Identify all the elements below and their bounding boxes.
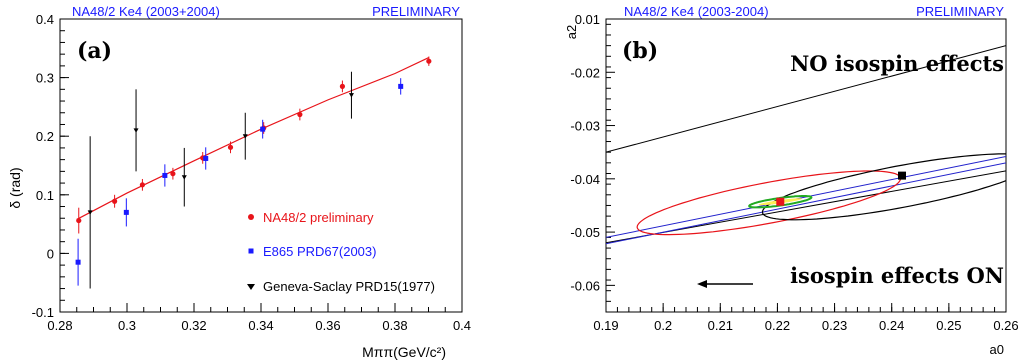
data-point-e865 xyxy=(203,155,209,161)
annotation-isospin-on: isospin effects ON xyxy=(790,263,1004,288)
y-tick-label: -0.02 xyxy=(570,65,600,80)
y-tick-label: 0.01 xyxy=(575,12,600,27)
panel-a-xlabel: Mππ(GeV/c²) xyxy=(362,344,446,360)
x-tick-label: 0.36 xyxy=(315,318,340,333)
y-tick-label: -0.03 xyxy=(570,119,600,134)
x-tick-label: 0.32 xyxy=(181,318,206,333)
panel-b-header-right: PRELIMINARY xyxy=(916,4,1004,19)
constraint-line-black-upper xyxy=(606,45,1006,153)
data-point-na48 xyxy=(339,83,346,89)
arrow-head xyxy=(697,280,707,288)
x-tick-label: 0.26 xyxy=(993,318,1018,333)
data-point-geneva xyxy=(87,210,93,215)
data-point-e865 xyxy=(260,126,266,132)
panel-b-plot-area xyxy=(606,45,1006,245)
x-tick-label: 0.38 xyxy=(382,318,407,333)
panel-b-ylabel: a2 xyxy=(564,25,579,39)
panel-a: NA48/2 Ke4 (2003+2004) PRELIMINARY (a) M… xyxy=(7,4,471,360)
data-point-e865 xyxy=(75,259,81,265)
panel-a-yticks: -0.1 0 0.1 0.2 0.3 0.4 xyxy=(32,12,69,320)
y-tick-label: 0.4 xyxy=(36,12,54,27)
legend-label-e865: E865 PRD67(2003) xyxy=(263,244,376,259)
data-point-geneva xyxy=(348,93,354,98)
panel-a-header-right: PRELIMINARY xyxy=(372,4,460,19)
data-point-na48 xyxy=(112,198,118,204)
x-tick-label: 0.3 xyxy=(118,318,136,333)
central-point-isospin-off xyxy=(898,171,906,180)
y-tick-label: 0.2 xyxy=(36,129,54,144)
panel-a-frame xyxy=(59,18,463,313)
panel-a-xticks: 0.28 0.3 0.32 0.34 0.36 0.38 0.4 xyxy=(47,303,471,333)
legend-label-na48: NA48/2 preliminary xyxy=(263,210,374,225)
data-point-na48 xyxy=(426,58,432,64)
panel-a-header-left: NA48/2 Ke4 (2003+2004) xyxy=(72,4,220,19)
data-point-e865 xyxy=(162,172,168,178)
panel-b-letter: (b) xyxy=(622,38,658,64)
legend-marker-na48 xyxy=(248,214,254,220)
data-point-na48 xyxy=(139,182,146,188)
x-tick-label: 0.28 xyxy=(47,318,72,333)
ellipse-isospin-on-band xyxy=(748,195,813,209)
x-tick-label: 0.25 xyxy=(936,318,961,333)
data-point-na48 xyxy=(76,217,82,224)
ellipse-isospin-on-contour xyxy=(636,170,902,236)
data-point-na48 xyxy=(227,144,234,150)
panel-a-letter: (a) xyxy=(77,38,112,64)
legend-label-geneva: Geneva-Saclay PRD15(1977) xyxy=(263,279,435,294)
y-tick-label: -0.05 xyxy=(570,225,600,240)
x-tick-label: 0.4 xyxy=(453,318,471,333)
x-tick-label: 0.22 xyxy=(765,318,790,333)
y-tick-label: -0.04 xyxy=(570,172,600,187)
x-tick-label: 0.24 xyxy=(879,318,904,333)
x-tick-label: 0.19 xyxy=(593,318,618,333)
legend-marker-geneva xyxy=(247,284,255,290)
x-tick-label: 0.34 xyxy=(248,318,273,333)
panel-a-ylabel: δ (rad) xyxy=(7,167,23,208)
y-tick-label: 0 xyxy=(47,246,54,261)
arrow-isospin-on xyxy=(697,280,753,288)
fit-curve xyxy=(76,57,429,220)
panel-b-xticks: 0.19 0.2 0.21 0.22 0.23 0.24 0.25 0.26 xyxy=(593,303,1019,333)
data-point-geneva xyxy=(133,128,139,133)
x-tick-label: 0.21 xyxy=(708,318,733,333)
y-tick-label: -0.06 xyxy=(570,278,600,293)
data-point-e865 xyxy=(398,83,404,89)
legend-marker-e865 xyxy=(248,248,254,254)
panel-b-header-left: NA48/2 Ke4 (2003-2004) xyxy=(624,4,769,19)
x-tick-label: 0.23 xyxy=(822,318,847,333)
panel-b: NA48/2 Ke4 (2003-2004) PRELIMINARY (b) N… xyxy=(564,4,1019,357)
data-point-geneva xyxy=(242,134,248,139)
panel-b-yticks: -0.06 -0.05 -0.04 -0.03 -0.02 0.01 xyxy=(570,12,615,313)
data-point-e865 xyxy=(123,209,129,215)
data-point-na48 xyxy=(170,171,176,177)
y-tick-label: 0.3 xyxy=(36,71,54,86)
constraint-line-blue-lower xyxy=(606,162,1006,245)
panel-b-frame xyxy=(605,18,1007,313)
y-tick-label: -0.1 xyxy=(32,305,54,320)
panel-a-legend: NA48/2 preliminary E865 PRD67(2003) Gene… xyxy=(247,210,435,294)
panel-b-data xyxy=(606,45,1006,245)
central-point-isospin-on xyxy=(776,197,785,206)
data-point-na48 xyxy=(297,111,303,118)
panel-a-data xyxy=(75,56,432,289)
data-point-geneva xyxy=(181,175,187,180)
x-tick-label: 0.2 xyxy=(654,318,672,333)
ellipse-isospin-off-contour xyxy=(761,153,1006,221)
panel-b-xlabel: a0 xyxy=(990,342,1004,357)
y-tick-label: 0.1 xyxy=(36,188,54,203)
